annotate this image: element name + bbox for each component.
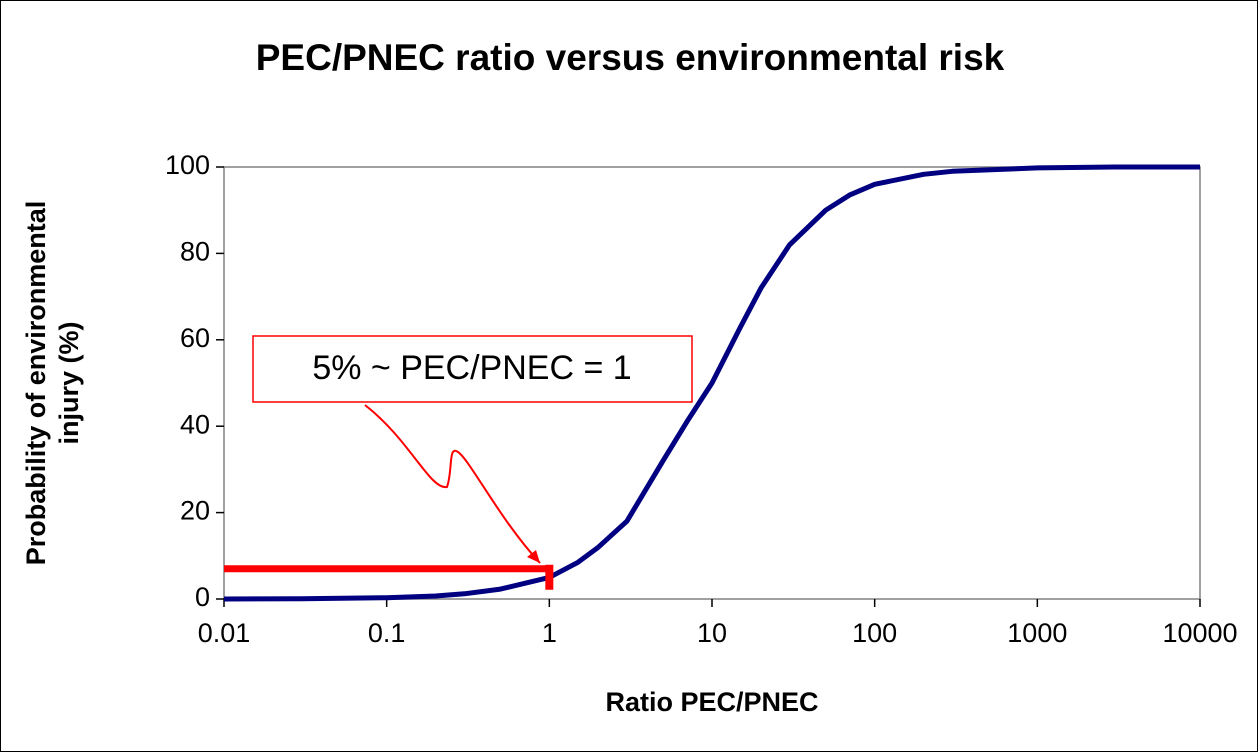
y-axis-label-line: Probability of environmental	[21, 201, 51, 566]
annotation-arrow	[364, 404, 541, 564]
y-tick-label: 40	[180, 409, 210, 439]
x-tick-label: 100	[852, 618, 897, 648]
x-tick-label: 0.01	[198, 618, 251, 648]
annotation-box	[252, 335, 693, 403]
x-tick-label: 0.1	[368, 618, 406, 648]
y-tick-label: 20	[180, 496, 210, 526]
y-tick-label: 100	[165, 150, 210, 180]
annotation-text: 5% ~ PEC/PNEC = 1	[312, 349, 631, 387]
y-axis-label-line: injury (%)	[54, 321, 84, 444]
x-tick-label: 10000	[1162, 618, 1237, 648]
y-tick-label: 80	[180, 237, 210, 267]
line	[223, 164, 1200, 602]
x-axis-label: Ratio PEC/PNEC	[605, 687, 818, 717]
annotation-arrowhead	[527, 550, 540, 563]
chart-title: PEC/PNEC ratio versus environmental risk	[256, 37, 1005, 78]
x-tick-label: 1	[542, 618, 557, 648]
y-tick-label: 60	[180, 323, 210, 353]
x-tick-label: 10	[697, 618, 727, 648]
x-tick-label: 1000	[1007, 618, 1067, 648]
annotation-marker	[545, 564, 554, 590]
y-axis-label: Probability of environmental injury (%)	[21, 201, 84, 566]
y-tick-label: 0	[195, 582, 210, 612]
